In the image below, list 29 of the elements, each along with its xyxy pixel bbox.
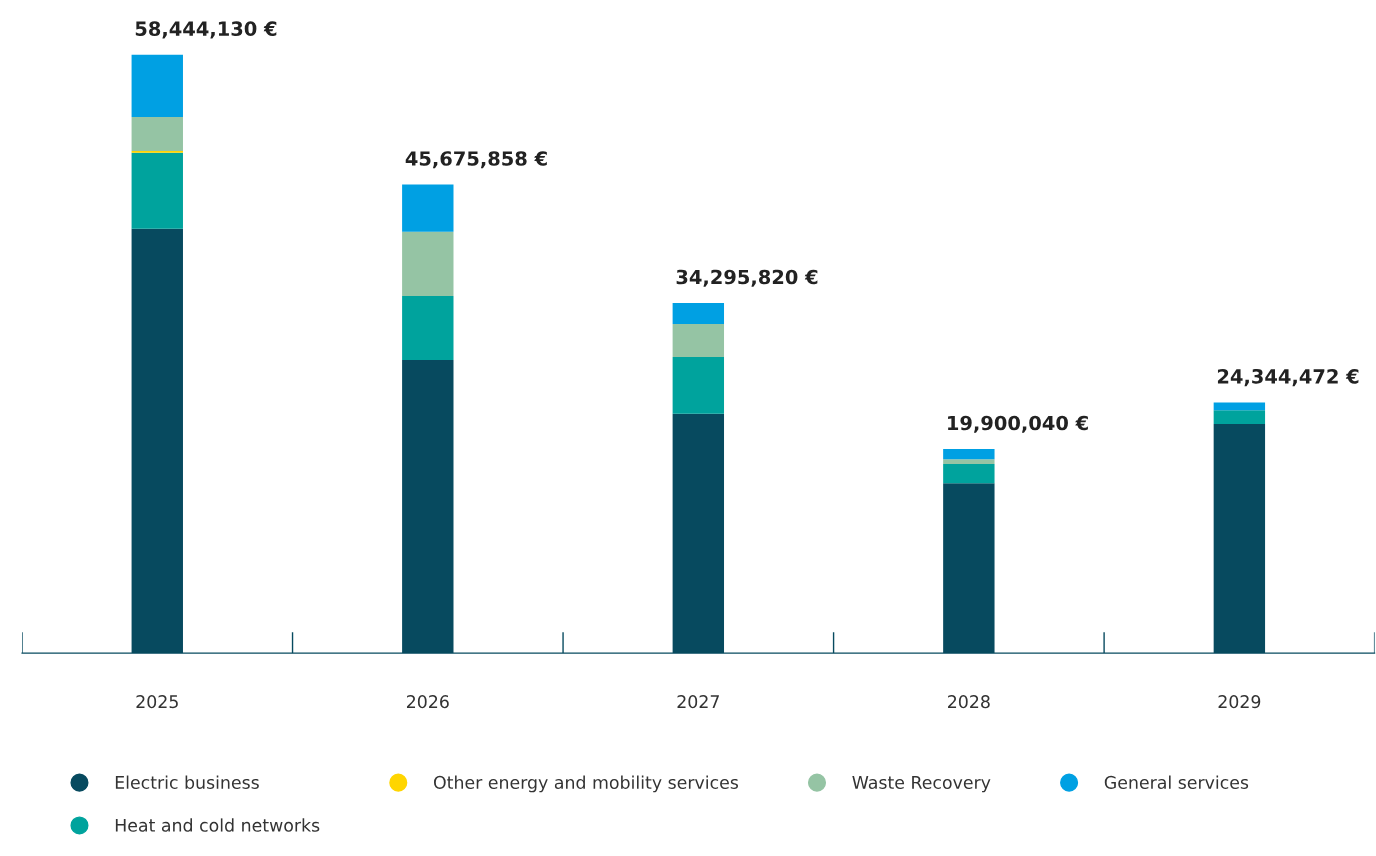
bar <box>943 464 995 484</box>
legend-label: Electric business <box>115 775 259 789</box>
bar <box>131 54 183 117</box>
x-tick-label: 2026 <box>406 695 449 709</box>
bar <box>672 324 725 357</box>
x-tick-label: 2027 <box>677 695 719 709</box>
legend-label: Other energy and mobility services <box>433 775 739 793</box>
bar <box>943 459 995 465</box>
bar <box>402 231 454 296</box>
bar <box>943 449 995 460</box>
bar <box>402 184 454 232</box>
legend-label: Waste Recovery <box>852 776 991 793</box>
bar <box>672 356 725 414</box>
bar <box>1213 410 1266 424</box>
x-tick-label: 2029 <box>1218 695 1261 709</box>
annotation: 19,900,040 € <box>948 415 1088 433</box>
annotation: 58,444,130 € <box>135 21 277 39</box>
x-tick-label: 2025 <box>136 695 178 709</box>
x-tick-label: 2028 <box>948 695 990 709</box>
annotation: 45,675,858 € <box>405 151 547 169</box>
bar <box>672 303 725 325</box>
annotation: 24,344,472 € <box>1217 368 1359 387</box>
bar <box>1213 402 1266 411</box>
legend-label: General services <box>1104 775 1249 789</box>
bar <box>131 116 183 152</box>
legend-label: Heat and cold networks <box>115 818 320 832</box>
bar <box>131 152 183 229</box>
annotation: 34,295,820 € <box>676 269 818 287</box>
bar <box>402 295 454 360</box>
